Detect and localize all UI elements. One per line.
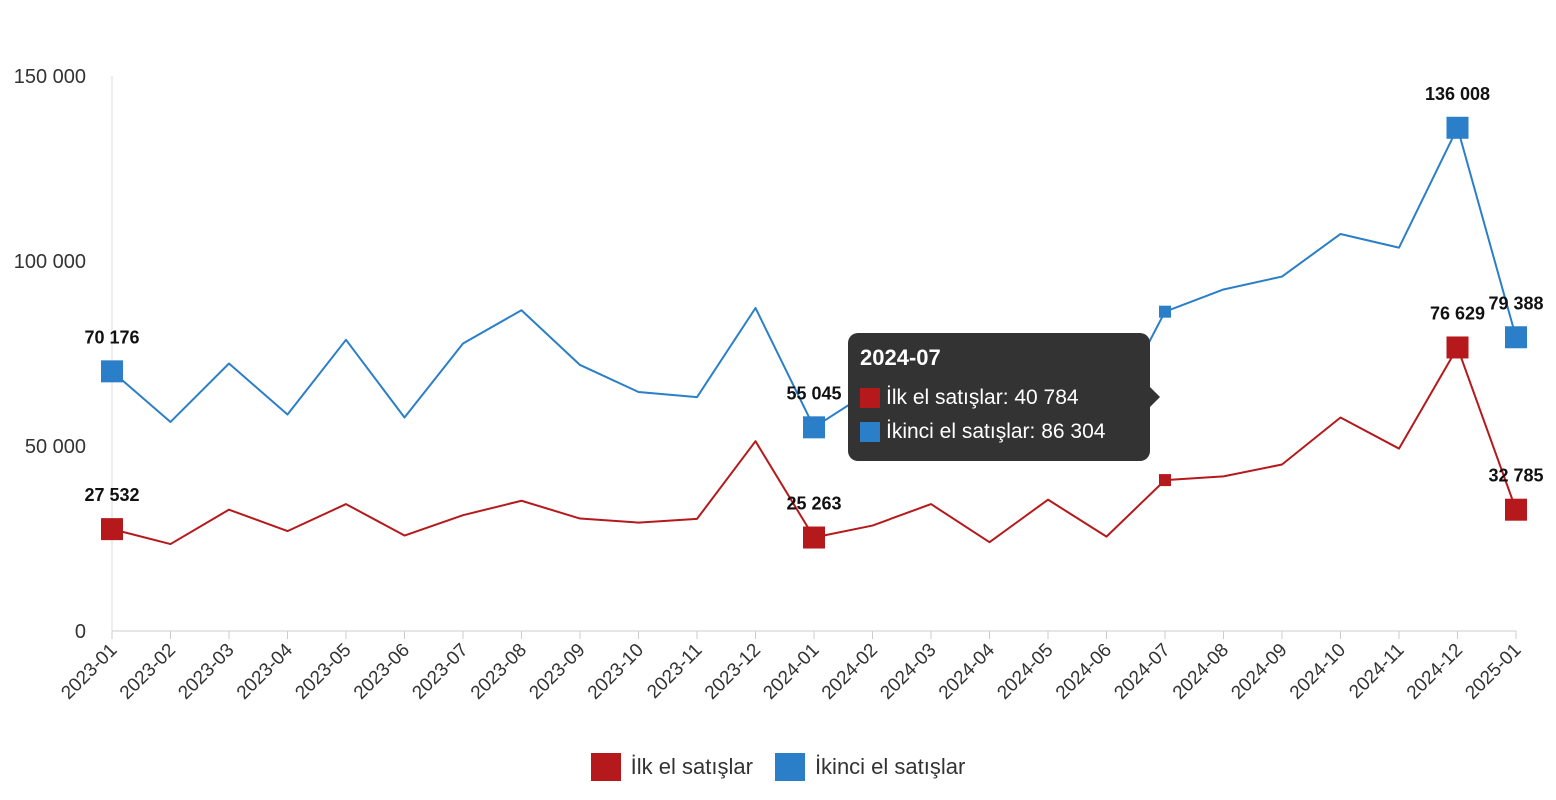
x-tick-label: 2024-11 <box>1345 640 1408 703</box>
x-tick-label: 2023-01 <box>57 640 121 704</box>
data-label: 136 008 <box>1425 84 1490 104</box>
x-tick-label: 2023-06 <box>350 640 414 704</box>
data-labels: 27 532 25 263 76 629 32 785 70 176 55 045 136 … <box>84 84 1543 514</box>
marker-series-1-0[interactable] <box>101 360 123 383</box>
tooltip: 2024-07 İlk el satışlar: 40 784 İkinci e… <box>848 333 1160 461</box>
x-tick-label: 2024-02 <box>818 640 882 704</box>
y-tick-label: 100 000 <box>14 251 86 273</box>
x-tick-label: 2024-03 <box>876 640 940 704</box>
x-axis-ticks: 2023-012023-022023-032023-042023-052023-… <box>57 631 1526 704</box>
x-tick-label: 2023-03 <box>174 640 238 704</box>
series-line-0 <box>111 346 1517 546</box>
data-label: 25 263 <box>786 494 841 514</box>
x-tick-label: 2024-01 <box>759 640 823 704</box>
marker-series-0-24[interactable] <box>1505 498 1527 521</box>
marker-series-1-12[interactable] <box>803 416 825 439</box>
tooltip-swatch-ilk-el <box>860 388 880 408</box>
x-tick-label: 2024-04 <box>935 639 999 703</box>
tooltip-label-ikinci-el: İkinci el satışlar: 86 304 <box>886 420 1106 443</box>
x-tick-label: 2024-09 <box>1227 640 1291 704</box>
x-tick-label: 2024-10 <box>1286 640 1350 704</box>
x-tick-label: 2024-06 <box>1052 640 1116 704</box>
tooltip-title: 2024-07 <box>860 345 941 370</box>
y-tick-label: 150 000 <box>14 66 86 88</box>
y-tick-label: 50 000 <box>25 436 86 458</box>
tooltip-row-ilk-el: İlk el satışlar: 40 784 <box>860 381 1138 415</box>
x-tick-label: 2023-07 <box>408 640 472 704</box>
tooltip-swatch-ikinci-el <box>860 422 880 442</box>
legend-label-ikinci-el: İkinci el satışlar <box>814 754 966 779</box>
legend-label-ilk-el: İlk el satışlar <box>630 754 753 779</box>
x-tick-label: 2024-08 <box>1169 640 1233 704</box>
y-axis-ticks: 0 50 000 100 000 150 000 <box>14 66 86 643</box>
marker-series-0-0[interactable] <box>101 518 123 541</box>
y-tick-label: 0 <box>75 621 86 643</box>
x-tick-label: 2023-12 <box>701 640 765 704</box>
series-lines <box>111 126 1517 546</box>
hover-marker-series-1[interactable] <box>1159 305 1171 318</box>
x-tick-label: 2025-01 <box>1461 640 1525 704</box>
data-label: 32 785 <box>1488 466 1543 486</box>
x-tick-label: 2024-05 <box>993 640 1057 704</box>
marker-series-1-23[interactable] <box>1446 116 1469 139</box>
x-tick-label: 2023-11 <box>643 640 706 703</box>
legend-item-ikinci-el[interactable]: İkinci el satışlar <box>774 753 966 781</box>
x-tick-label: 2024-12 <box>1403 640 1467 704</box>
legend-swatch-ilk-el <box>590 753 621 781</box>
legend-item-ilk-el[interactable]: İlk el satışlar <box>590 753 753 781</box>
marker-series-0-12[interactable] <box>803 526 825 549</box>
data-label: 79 388 <box>1488 293 1543 313</box>
data-label: 76 629 <box>1430 303 1485 323</box>
marker-series-1-24[interactable] <box>1505 326 1527 349</box>
series-markers <box>101 116 1527 549</box>
data-label: 70 176 <box>84 327 139 347</box>
x-tick-label: 2023-04 <box>233 639 297 703</box>
x-tick-label: 2023-09 <box>525 640 589 704</box>
legend: İlk el satışlar İkinci el satışlar <box>0 753 1556 781</box>
tooltip-label-ilk-el: İlk el satışlar: 40 784 <box>886 386 1079 409</box>
tooltip-row-ikinci-el: İkinci el satışlar: 86 304 <box>860 415 1138 449</box>
x-tick-label: 2024-07 <box>1110 640 1174 704</box>
x-tick-label: 2023-02 <box>116 640 180 704</box>
x-tick-label: 2023-05 <box>291 640 355 704</box>
x-tick-label: 2023-10 <box>584 640 648 704</box>
data-label: 27 532 <box>84 485 139 505</box>
hover-marker-series-0[interactable] <box>1159 474 1171 487</box>
legend-swatch-ikinci-el <box>774 753 805 781</box>
marker-series-0-23[interactable] <box>1446 336 1469 359</box>
data-label: 55 045 <box>786 383 841 403</box>
x-tick-label: 2023-08 <box>467 640 531 704</box>
